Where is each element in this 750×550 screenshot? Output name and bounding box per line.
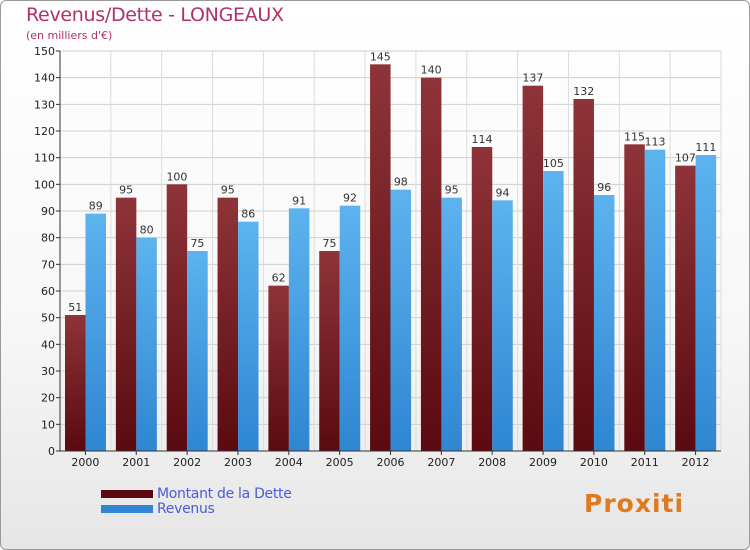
y-tick-label: 90 bbox=[41, 205, 55, 218]
bar-dette-2010 bbox=[573, 99, 594, 451]
data-label-dette-2001: 95 bbox=[119, 184, 133, 197]
data-label-dette-2003: 95 bbox=[221, 184, 235, 197]
data-label-revenus-2007: 95 bbox=[445, 184, 459, 197]
data-label-dette-2002: 100 bbox=[166, 170, 187, 183]
data-label-dette-2011: 115 bbox=[624, 130, 645, 143]
legend-swatch-dette bbox=[101, 490, 153, 498]
data-label-dette-2005: 75 bbox=[322, 237, 336, 250]
data-label-revenus-2004: 91 bbox=[292, 194, 306, 207]
chart-subtitle: (en milliers d'€) bbox=[26, 29, 113, 42]
bar-revenus-2011 bbox=[644, 149, 666, 451]
data-label-revenus-2006: 98 bbox=[394, 176, 408, 189]
x-tick-label: 2003 bbox=[224, 456, 252, 469]
data-label-revenus-2001: 80 bbox=[140, 224, 154, 237]
x-tick-label: 2012 bbox=[682, 456, 710, 469]
x-tick-label: 2005 bbox=[326, 456, 354, 469]
y-tick-label: 140 bbox=[34, 72, 55, 85]
data-label-revenus-2008: 94 bbox=[496, 186, 510, 199]
data-label-revenus-2005: 92 bbox=[343, 192, 357, 205]
y-tick-label: 10 bbox=[41, 418, 55, 431]
bar-dette-2004 bbox=[268, 285, 289, 451]
y-tick-label: 30 bbox=[41, 365, 55, 378]
data-label-dette-2009: 137 bbox=[522, 72, 543, 85]
proxiti-logo: Proxiti bbox=[584, 489, 685, 518]
data-label-dette-2004: 62 bbox=[272, 272, 286, 285]
data-label-dette-2012: 107 bbox=[675, 152, 696, 165]
x-tick-label: 2006 bbox=[377, 456, 405, 469]
data-label-dette-2008: 114 bbox=[472, 133, 493, 146]
x-tick-label: 2004 bbox=[275, 456, 303, 469]
legend-label-dette: Montant de la Dette bbox=[157, 486, 292, 502]
legend-label-revenus: Revenus bbox=[157, 501, 215, 517]
bar-revenus-2009 bbox=[543, 171, 564, 451]
bar-revenus-2004 bbox=[288, 208, 310, 451]
y-tick-label: 150 bbox=[34, 45, 55, 58]
y-tick-label: 100 bbox=[34, 178, 55, 191]
x-tick-label: 2010 bbox=[580, 456, 608, 469]
data-label-revenus-2011: 113 bbox=[645, 136, 666, 149]
bar-dette-2000 bbox=[65, 315, 86, 451]
data-label-revenus-2009: 105 bbox=[543, 157, 564, 170]
bar-dette-2001 bbox=[115, 197, 137, 451]
bar-revenus-2012 bbox=[695, 155, 717, 451]
data-label-revenus-2010: 96 bbox=[597, 181, 611, 194]
data-label-dette-2000: 51 bbox=[68, 301, 82, 314]
data-label-revenus-2000: 89 bbox=[89, 200, 103, 213]
y-tick-label: 120 bbox=[34, 125, 55, 138]
bar-dette-2011 bbox=[624, 144, 645, 452]
x-tick-label: 2009 bbox=[529, 456, 557, 469]
bar-dette-2007 bbox=[420, 77, 442, 452]
x-tick-label: 2000 bbox=[71, 456, 99, 469]
bar-dette-2002 bbox=[166, 184, 188, 452]
y-tick-label: 80 bbox=[41, 232, 55, 245]
data-label-revenus-2003: 86 bbox=[241, 208, 255, 221]
x-tick-label: 2002 bbox=[173, 456, 201, 469]
bar-dette-2006 bbox=[370, 64, 391, 452]
bar-dette-2005 bbox=[319, 251, 340, 451]
chart-title: Revenus/Dette - LONGEAUX bbox=[26, 4, 284, 26]
bar-revenus-2001 bbox=[136, 237, 157, 451]
y-tick-label: 110 bbox=[34, 152, 55, 165]
x-tick-label: 2011 bbox=[631, 456, 659, 469]
y-tick-label: 40 bbox=[41, 338, 55, 351]
bar-dette-2003 bbox=[217, 197, 239, 451]
bar-revenus-2002 bbox=[187, 251, 208, 451]
bar-revenus-2005 bbox=[339, 205, 361, 451]
bar-revenus-2010 bbox=[593, 195, 615, 451]
data-label-revenus-2002: 75 bbox=[190, 237, 204, 250]
y-tick-label: 50 bbox=[41, 312, 55, 325]
bar-revenus-2006 bbox=[390, 189, 412, 451]
data-label-dette-2010: 132 bbox=[573, 85, 594, 98]
y-tick-label: 70 bbox=[41, 258, 55, 271]
y-tick-label: 20 bbox=[41, 392, 55, 405]
y-tick-label: 0 bbox=[48, 445, 55, 458]
bar-revenus-2003 bbox=[238, 221, 259, 451]
bar-revenus-2007 bbox=[441, 197, 462, 451]
y-tick-label: 130 bbox=[34, 98, 55, 111]
bar-dette-2012 bbox=[675, 165, 696, 451]
data-label-revenus-2012: 111 bbox=[695, 141, 716, 154]
x-tick-label: 2007 bbox=[427, 456, 455, 469]
bar-dette-2009 bbox=[522, 85, 544, 452]
x-tick-label: 2001 bbox=[122, 456, 150, 469]
bar-dette-2008 bbox=[471, 147, 493, 451]
data-label-dette-2007: 140 bbox=[421, 64, 442, 77]
y-tick-label: 60 bbox=[41, 285, 55, 298]
legend-swatch-revenus bbox=[101, 505, 153, 513]
data-label-dette-2006: 145 bbox=[370, 50, 391, 63]
x-tick-label: 2008 bbox=[478, 456, 506, 469]
bar-revenus-2000 bbox=[85, 213, 106, 451]
bar-revenus-2008 bbox=[492, 200, 513, 451]
